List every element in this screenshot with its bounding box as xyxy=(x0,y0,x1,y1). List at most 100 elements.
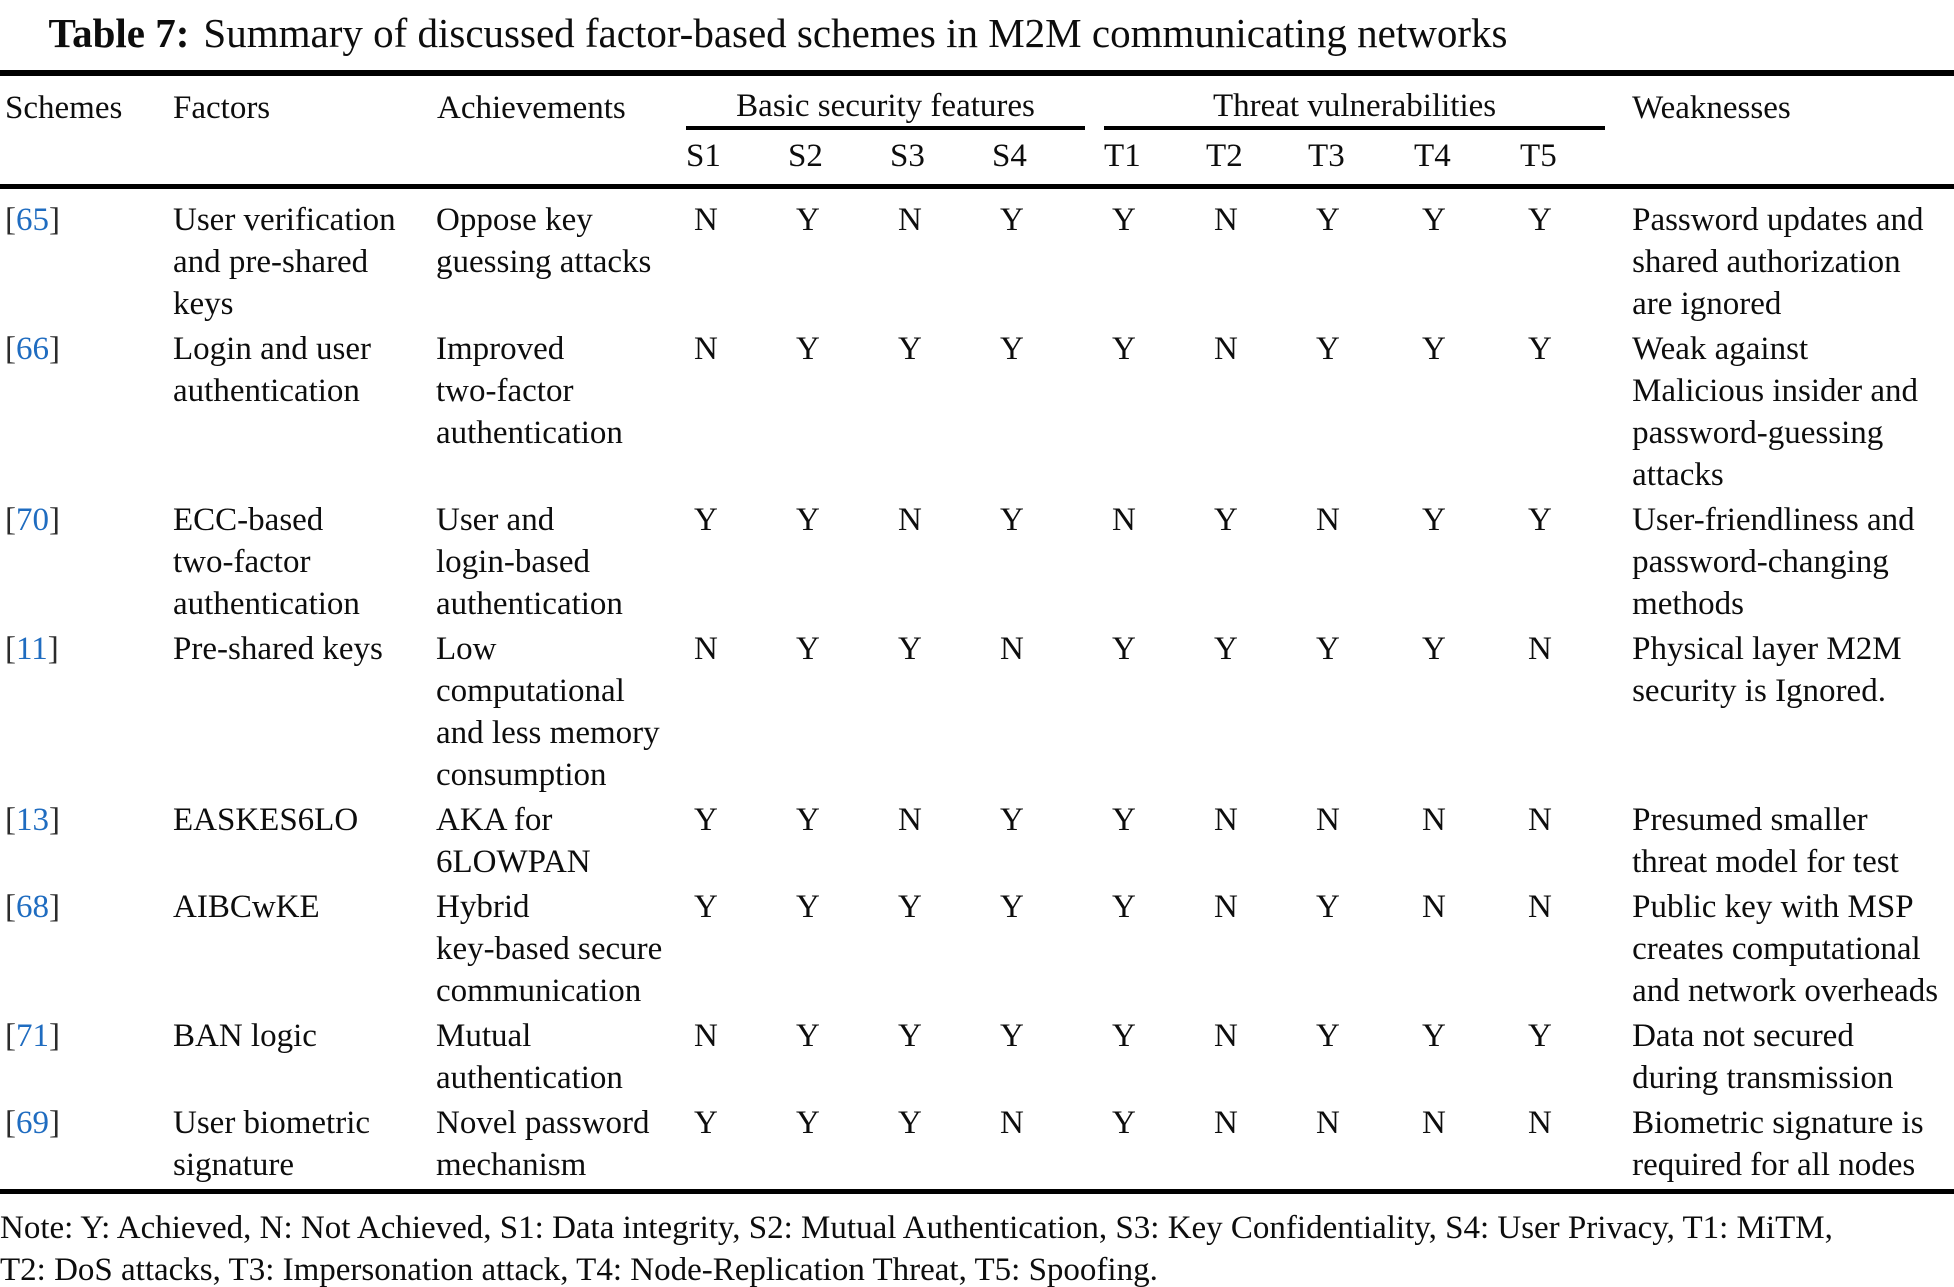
threat-value-t1: Y xyxy=(1112,331,1136,367)
threat-value-t3: Y xyxy=(1316,1018,1340,1054)
citation-number: 70 xyxy=(16,502,49,538)
citation-bracket-close: ] xyxy=(49,502,60,538)
citation-link[interactable]: [13] xyxy=(5,802,60,838)
security-value-s4: Y xyxy=(1000,802,1024,838)
citation-number: 69 xyxy=(16,1105,49,1141)
citation-bracket-close: ] xyxy=(47,631,59,667)
security-value-s4: N xyxy=(1000,631,1024,667)
scheme-cell: [70] xyxy=(0,499,168,628)
threat-group-label: Threat vulnerabilities xyxy=(1212,88,1497,124)
security-value-s1: Y xyxy=(694,1105,718,1141)
weakness-cell: Presumed smaller threat model for test xyxy=(1632,802,1899,880)
citation-bracket-close: ] xyxy=(49,331,60,367)
scheme-cell: [66] xyxy=(0,328,168,499)
security-value-s4: Y xyxy=(1000,889,1024,925)
threat-value-t3: N xyxy=(1316,1105,1340,1141)
security-value-s1: Y xyxy=(694,802,718,838)
threat-value-t5: N xyxy=(1528,889,1552,925)
security-value-s4: Y xyxy=(1000,331,1024,367)
factors-cell: Login and user authentication xyxy=(173,331,371,409)
col-header-schemes: Schemes xyxy=(0,73,168,189)
col-header-t5: T5 xyxy=(1520,130,1629,189)
factors-cell: AIBCwKE xyxy=(173,889,320,925)
citation-link[interactable]: [71] xyxy=(5,1018,60,1054)
col-header-s2: S2 xyxy=(788,130,890,189)
citation-number: 65 xyxy=(16,202,49,238)
scheme-cell: [69] xyxy=(0,1102,168,1192)
security-value-s4: Y xyxy=(1000,1018,1024,1054)
table-row: [71] BAN logic Mutual authentication N Y Y Y Y N… xyxy=(0,1015,1954,1102)
threat-value-t1: Y xyxy=(1112,802,1136,838)
citation-link[interactable]: [11] xyxy=(5,631,59,667)
threat-value-t2: Y xyxy=(1214,631,1238,667)
citation-bracket-open: [ xyxy=(5,889,16,925)
table-row: [68] AIBCwKE Hybrid key-based secure commu… xyxy=(0,886,1954,1015)
scheme-cell: [13] xyxy=(0,799,168,886)
security-value-s3: Y xyxy=(898,1105,922,1141)
security-value-s3: Y xyxy=(898,889,922,925)
col-header-weaknesses: Weaknesses xyxy=(1628,73,1954,189)
col-group-basic-security: Basic security features xyxy=(686,73,1104,130)
security-value-s1: Y xyxy=(694,889,718,925)
citation-bracket-open: [ xyxy=(5,202,16,238)
citation-link[interactable]: [65] xyxy=(5,202,60,238)
threat-value-t3: Y xyxy=(1316,889,1340,925)
threat-value-t1: N xyxy=(1112,502,1136,538)
threat-value-t2: N xyxy=(1214,802,1238,838)
citation-link[interactable]: [69] xyxy=(5,1105,60,1141)
security-value-s1: N xyxy=(694,1018,718,1054)
threat-value-t4: Y xyxy=(1422,1018,1446,1054)
security-value-s2: Y xyxy=(796,802,820,838)
col-header-t2: T2 xyxy=(1206,130,1309,189)
security-value-s2: Y xyxy=(796,502,820,538)
threat-value-t2: N xyxy=(1214,889,1238,925)
achievements-cell: AKA for 6LOWPAN xyxy=(436,802,591,880)
threat-value-t5: N xyxy=(1528,631,1552,667)
security-value-s1: N xyxy=(694,202,718,238)
achievements-cell: Oppose key guessing attacks xyxy=(436,202,652,280)
col-header-t4: T4 xyxy=(1414,130,1521,189)
scheme-cell: [68] xyxy=(0,886,168,1015)
threat-value-t5: Y xyxy=(1528,1018,1552,1054)
security-value-s2: Y xyxy=(796,331,820,367)
security-value-s3: N xyxy=(898,502,922,538)
threat-value-t5: Y xyxy=(1528,502,1552,538)
table-row: [69] User biometric signature Novel passwo… xyxy=(0,1102,1954,1192)
factors-cell: User verification and pre-shared keys xyxy=(173,202,396,322)
col-group-threat: Threat vulnerabilities xyxy=(1104,73,1628,130)
col-header-t1: T1 xyxy=(1104,130,1207,189)
threat-value-t2: N xyxy=(1214,1105,1238,1141)
threat-value-t1: Y xyxy=(1112,202,1136,238)
citation-bracket-close: ] xyxy=(49,802,60,838)
citation-link[interactable]: [70] xyxy=(5,502,60,538)
citation-number: 71 xyxy=(16,1018,49,1054)
achievements-cell: Novel password mechanism xyxy=(436,1105,650,1183)
table-title-text: Summary of discussed factor-based scheme… xyxy=(203,10,1508,56)
citation-bracket-open: [ xyxy=(5,1018,16,1054)
table-row: [65] User verification and pre-shared key… xyxy=(0,187,1954,329)
header-row-subcolumns: S1 S2 S3 S4 T1 T2 T3 T4 T5 xyxy=(0,130,1954,189)
weakness-cell: Weak against Malicious insider and passw… xyxy=(1632,331,1919,493)
weakness-cell: Data not secured during transmission xyxy=(1632,1018,1894,1096)
scheme-cell: [65] xyxy=(0,187,168,329)
achievements-cell: Improved two-factor authentication xyxy=(436,331,623,451)
weakness-cell: User-friendliness and password-changing … xyxy=(1632,502,1915,622)
security-value-s4: Y xyxy=(1000,502,1024,538)
table-note: Note: Y: Achieved, N: Not Achieved, S1: … xyxy=(0,1210,1833,1287)
threat-value-t1: Y xyxy=(1112,1105,1136,1141)
table-row: [13] EASKES6LO AKA for 6LOWPAN Y Y N Y Y N N N N Pre… xyxy=(0,799,1954,886)
threat-value-t4: Y xyxy=(1422,631,1446,667)
citation-link[interactable]: [66] xyxy=(5,331,60,367)
security-value-s2: Y xyxy=(796,202,820,238)
col-header-s4: S4 xyxy=(992,130,1105,189)
threat-value-t3: N xyxy=(1316,502,1340,538)
table-row: [66] Login and user authentication Improve… xyxy=(0,328,1954,499)
threat-value-t4: Y xyxy=(1422,331,1446,367)
security-value-s3: N xyxy=(898,202,922,238)
security-value-s1: Y xyxy=(694,502,718,538)
security-value-s2: Y xyxy=(796,1105,820,1141)
table-title-label: Table 7: xyxy=(48,10,190,56)
citation-link[interactable]: [68] xyxy=(5,889,60,925)
security-value-s2: Y xyxy=(796,889,820,925)
factors-cell: Pre-shared keys xyxy=(173,631,383,667)
